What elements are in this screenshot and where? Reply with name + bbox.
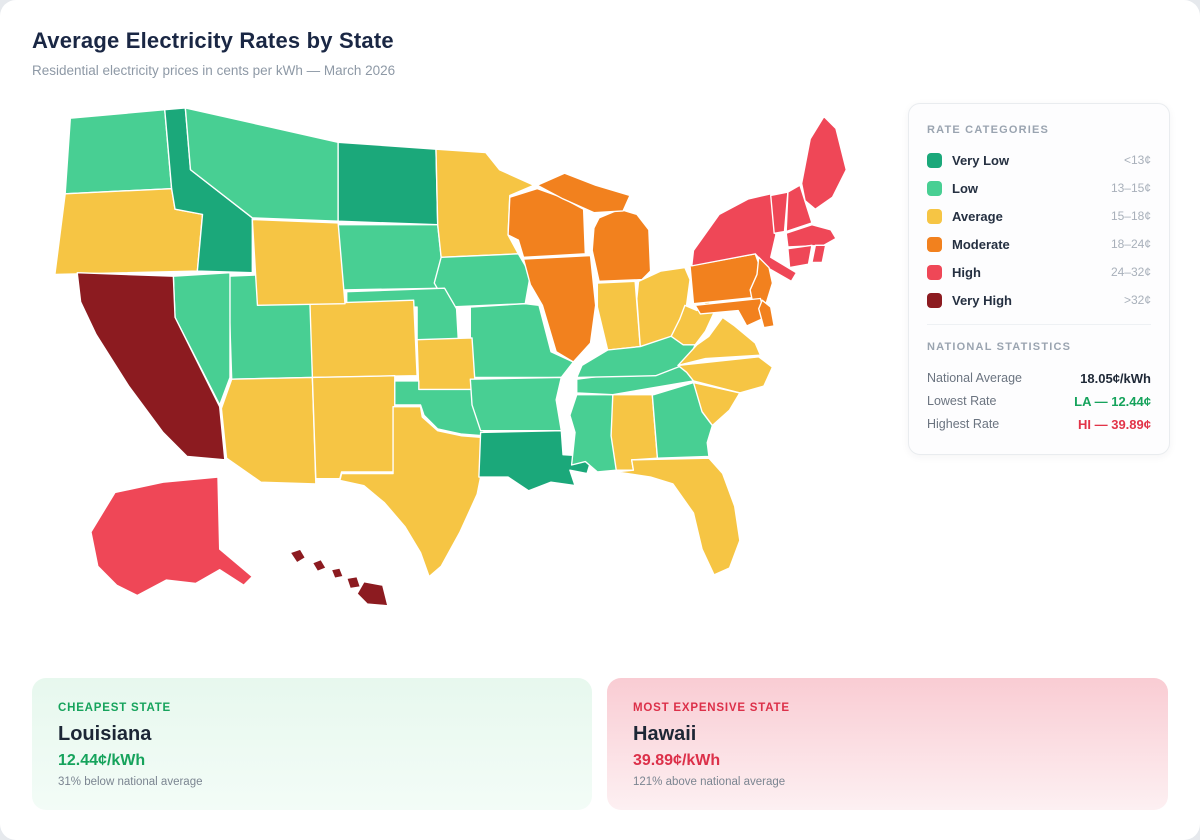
state-WA[interactable]	[64, 108, 173, 195]
us-map-svg	[54, 107, 847, 607]
stat-label: Lowest Rate	[927, 394, 997, 408]
legend-range: 24–32¢	[1110, 265, 1151, 279]
average-swatch-icon	[927, 208, 942, 224]
legend-panel: RATE CATEGORIES Very Low <13¢ Low 13–15¢…	[908, 103, 1170, 455]
state-AK[interactable]	[90, 476, 253, 597]
stat-value: LA — 12.44¢	[1074, 393, 1151, 409]
high-swatch-icon	[927, 264, 942, 280]
legend-label: Very High	[952, 292, 1012, 308]
very-low-swatch-icon	[927, 152, 942, 168]
state-MO[interactable]	[469, 302, 575, 379]
stat-national-average: National Average 18.05¢/kWh	[927, 367, 1151, 389]
cheapest-card-label: CHEAPEST STATE	[58, 702, 172, 714]
state-MI[interactable]	[536, 172, 631, 214]
state-HI[interactable]	[311, 558, 327, 573]
stat-label: Highest Rate	[927, 417, 1000, 431]
state-AZ[interactable]	[220, 376, 317, 485]
cheapest-state-card: CHEAPEST STATE Louisiana 12.44¢/kWh 31% …	[32, 678, 592, 810]
state-MI[interactable]	[591, 208, 652, 283]
stat-value: 18.05¢/kWh	[1080, 370, 1151, 386]
legend-item-low: Low 13–15¢	[927, 178, 1151, 198]
stat-highest-rate: Highest Rate HI — 39.89¢	[927, 413, 1151, 435]
state-WI[interactable]	[507, 187, 587, 258]
state-MS[interactable]	[569, 393, 617, 473]
legend-range: <13¢	[1123, 153, 1151, 167]
legend-range: 18–24¢	[1110, 237, 1151, 251]
legend-label: Moderate	[952, 236, 1010, 252]
state-NH[interactable]	[785, 184, 813, 233]
legend-range: 15–18¢	[1110, 209, 1151, 223]
state-VT[interactable]	[770, 191, 789, 234]
state-RI[interactable]	[811, 244, 827, 264]
state-KS[interactable]	[416, 337, 477, 392]
state-OK[interactable]	[394, 380, 485, 437]
state-IN[interactable]	[596, 280, 641, 351]
state-MD[interactable]	[694, 297, 767, 327]
state-CA[interactable]	[76, 272, 226, 461]
expensive-state-note: 121% above national average	[633, 776, 786, 788]
state-HI[interactable]	[330, 567, 344, 579]
legend-item-very-low: Very Low <13¢	[927, 150, 1151, 170]
state-VA[interactable]	[677, 316, 762, 367]
state-LA[interactable]	[478, 429, 593, 492]
state-FL[interactable]	[615, 457, 741, 576]
legend-item-moderate: Moderate 18–24¢	[927, 234, 1151, 254]
header: Average Electricity Rates by State Resid…	[32, 28, 395, 78]
stat-lowest-rate: Lowest Rate LA — 12.44¢	[927, 390, 1151, 412]
state-GA[interactable]	[651, 381, 714, 459]
legend-item-high: High 24–32¢	[927, 262, 1151, 282]
state-ME[interactable]	[800, 115, 847, 210]
state-AR[interactable]	[469, 376, 562, 432]
cheapest-state-name: Louisiana	[58, 723, 152, 745]
state-HI[interactable]	[356, 581, 389, 607]
stat-value: HI — 39.89¢	[1078, 416, 1151, 432]
legend-label: Low	[952, 180, 978, 196]
most-expensive-state-card: MOST EXPENSIVE STATE Hawaii 39.89¢/kWh 1…	[607, 678, 1168, 810]
us-map	[36, 88, 860, 618]
panel-divider	[927, 324, 1151, 325]
legend-title: RATE CATEGORIES	[927, 124, 1050, 136]
low-swatch-icon	[927, 180, 942, 196]
stats-title: NATIONAL STATISTICS	[927, 341, 1072, 353]
legend-range: 13–15¢	[1110, 181, 1151, 195]
state-NC[interactable]	[677, 356, 774, 394]
state-NY[interactable]	[691, 193, 798, 283]
legend-label: High	[952, 264, 981, 280]
legend-label: Very Low	[952, 152, 1010, 168]
state-DE[interactable]	[758, 299, 775, 329]
state-NM[interactable]	[311, 375, 396, 480]
stat-label: National Average	[927, 371, 1022, 385]
legend-label: Average	[952, 208, 1003, 224]
very-high-swatch-icon	[927, 292, 942, 308]
state-MT[interactable]	[184, 107, 339, 222]
legend-item-very-high: Very High >32¢	[927, 290, 1151, 310]
cheapest-state-note: 31% below national average	[58, 776, 203, 788]
state-WY[interactable]	[251, 218, 346, 307]
state-HI[interactable]	[289, 548, 307, 564]
state-HI[interactable]	[346, 575, 362, 590]
moderate-swatch-icon	[927, 236, 942, 252]
state-ND[interactable]	[337, 141, 439, 226]
state-MA[interactable]	[785, 223, 837, 248]
page-title: Average Electricity Rates by State	[32, 28, 394, 53]
expensive-card-label: MOST EXPENSIVE STATE	[633, 702, 790, 714]
state-CO[interactable]	[308, 299, 418, 379]
expensive-state-rate: 39.89¢/kWh	[633, 752, 721, 769]
page-subtitle: Residential electricity prices in cents …	[32, 63, 396, 78]
state-SD[interactable]	[337, 223, 446, 291]
legend-range: >32¢	[1123, 293, 1151, 307]
legend-item-average: Average 15–18¢	[927, 206, 1151, 226]
cheapest-state-rate: 12.44¢/kWh	[58, 752, 146, 769]
expensive-state-name: Hawaii	[633, 723, 697, 745]
state-TX[interactable]	[339, 405, 485, 578]
state-CT[interactable]	[787, 244, 813, 269]
